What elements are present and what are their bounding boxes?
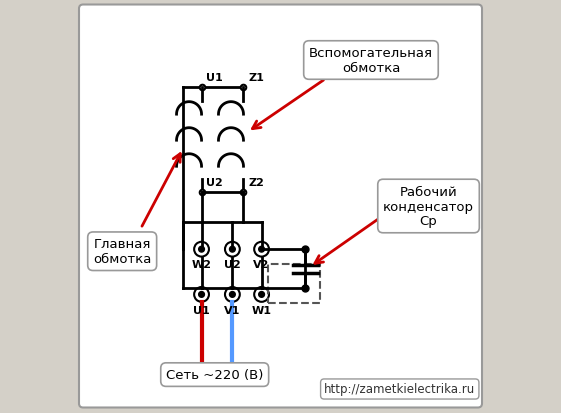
Circle shape (199, 292, 204, 298)
Text: Z1: Z1 (249, 73, 264, 83)
Text: Вспомогательная
обмотка: Вспомогательная обмотка (309, 47, 433, 75)
Text: Сеть ~220 (В): Сеть ~220 (В) (166, 368, 264, 381)
Circle shape (199, 247, 204, 252)
Text: V2: V2 (254, 260, 270, 270)
Text: W2: W2 (191, 260, 211, 270)
Circle shape (259, 247, 264, 252)
Circle shape (229, 292, 235, 298)
Bar (268, 264, 320, 303)
Text: Главная
обмотка: Главная обмотка (93, 237, 151, 266)
Text: W1: W1 (251, 305, 272, 315)
Text: U2: U2 (206, 178, 223, 188)
Circle shape (229, 247, 235, 252)
Text: http://zametkielectrika.ru: http://zametkielectrika.ru (324, 382, 475, 396)
Text: U1: U1 (206, 73, 223, 83)
Text: V1: V1 (224, 305, 241, 315)
Circle shape (259, 292, 264, 298)
Text: U2: U2 (224, 260, 241, 270)
Text: Рабочий
конденсатор
Ср: Рабочий конденсатор Ср (383, 185, 474, 228)
Text: U1: U1 (193, 305, 210, 315)
FancyBboxPatch shape (79, 5, 482, 408)
Text: Z2: Z2 (249, 178, 264, 188)
